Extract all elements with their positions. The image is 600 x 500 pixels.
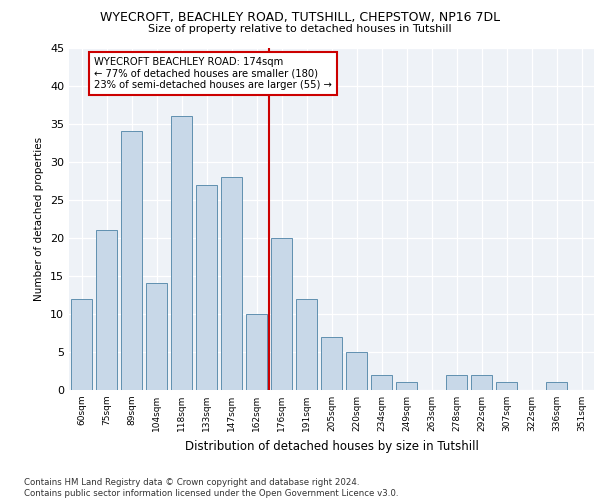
Bar [546,382,567,390]
Bar [221,177,242,390]
Bar [71,298,92,390]
Bar [321,336,342,390]
Bar [346,352,367,390]
Text: WYECROFT BEACHLEY ROAD: 174sqm
← 77% of detached houses are smaller (180)
23% of: WYECROFT BEACHLEY ROAD: 174sqm ← 77% of … [94,56,332,90]
Bar [446,375,467,390]
Bar [271,238,292,390]
Bar [196,184,217,390]
Bar [471,375,492,390]
Bar [396,382,417,390]
Text: WYECROFT, BEACHLEY ROAD, TUTSHILL, CHEPSTOW, NP16 7DL: WYECROFT, BEACHLEY ROAD, TUTSHILL, CHEPS… [100,11,500,24]
Bar [121,131,142,390]
Bar [296,298,317,390]
Bar [371,375,392,390]
Bar [496,382,517,390]
X-axis label: Distribution of detached houses by size in Tutshill: Distribution of detached houses by size … [185,440,478,452]
Text: Contains HM Land Registry data © Crown copyright and database right 2024.
Contai: Contains HM Land Registry data © Crown c… [24,478,398,498]
Bar [171,116,192,390]
Y-axis label: Number of detached properties: Number of detached properties [34,136,44,301]
Bar [146,284,167,390]
Text: Size of property relative to detached houses in Tutshill: Size of property relative to detached ho… [148,24,452,34]
Bar [246,314,267,390]
Bar [96,230,117,390]
